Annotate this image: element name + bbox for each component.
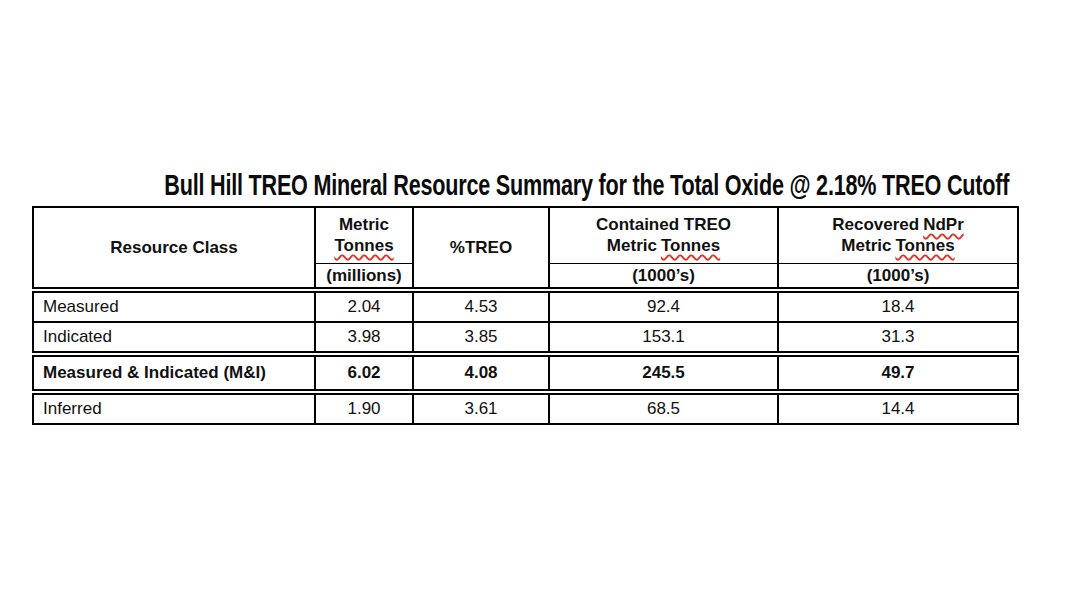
value-cell: 2.04 [315,290,413,322]
value-cell: 153.1 [549,322,778,354]
column-header-metric-tonnes: Metric Tonnes [315,207,413,263]
header-line: Contained TREO [554,214,773,235]
column-header-pct-treo: %TREO [413,207,549,290]
table-row-measured-and-indicated: Measured & Indicated (M&I) 6.02 4.08 245… [33,354,1018,392]
subheader-millions: (millions) [315,263,413,290]
table-row-indicated: Indicated 3.98 3.85 153.1 31.3 [33,322,1018,354]
value-cell: 18.4 [778,290,1018,322]
value-cell: 6.02 [315,354,413,392]
value-cell: 92.4 [549,290,778,322]
value-cell: 14.4 [778,392,1018,424]
value-cell: 245.5 [549,354,778,392]
value-cell: 3.85 [413,322,549,354]
value-cell: 49.7 [778,354,1018,392]
document-page: Bull Hill TREO Mineral Resource Summary … [0,0,1068,601]
value-cell: 4.08 [413,354,549,392]
header-line: MetricTonnes [783,235,1013,256]
row-label-cell: Indicated [33,322,315,354]
header-line: MetricTonnes [554,235,773,256]
header-line: Metric [320,214,408,235]
row-label-cell: Measured & Indicated (M&I) [33,354,315,392]
header-row-top: Resource Class Metric Tonnes %TREO Conta… [33,207,1018,263]
value-cell: 68.5 [549,392,778,424]
value-cell: 4.53 [413,290,549,322]
column-header-recovered-ndpr: RecoveredNdPr MetricTonnes [778,207,1018,263]
misspelled-word: Tonnes [661,236,720,255]
misspelled-word: Tonnes [895,236,954,255]
table-row-measured: Measured 2.04 4.53 92.4 18.4 [33,290,1018,322]
value-cell: 31.3 [778,322,1018,354]
value-cell: 3.61 [413,392,549,424]
row-label-cell: Measured [33,290,315,322]
value-cell: 1.90 [315,392,413,424]
column-header-resource-class: Resource Class [33,207,315,290]
mineral-resource-table: Resource Class Metric Tonnes %TREO Conta… [32,206,1019,425]
page-title-text: Bull Hill TREO Mineral Resource Summary … [164,168,1009,202]
page-title: Bull Hill TREO Mineral Resource Summary … [0,168,1068,202]
misspelled-word: NdPr [923,215,964,234]
table-row-inferred: Inferred 1.90 3.61 68.5 14.4 [33,392,1018,424]
row-label-cell: Inferred [33,392,315,424]
subheader-contained-1000s: (1000’s) [549,263,778,290]
misspelled-word: Tonnes [334,236,393,255]
column-header-contained-treo: Contained TREO MetricTonnes [549,207,778,263]
subheader-recovered-1000s: (1000’s) [778,263,1018,290]
header-line: RecoveredNdPr [783,214,1013,235]
header-line: Tonnes [320,235,408,256]
value-cell: 3.98 [315,322,413,354]
